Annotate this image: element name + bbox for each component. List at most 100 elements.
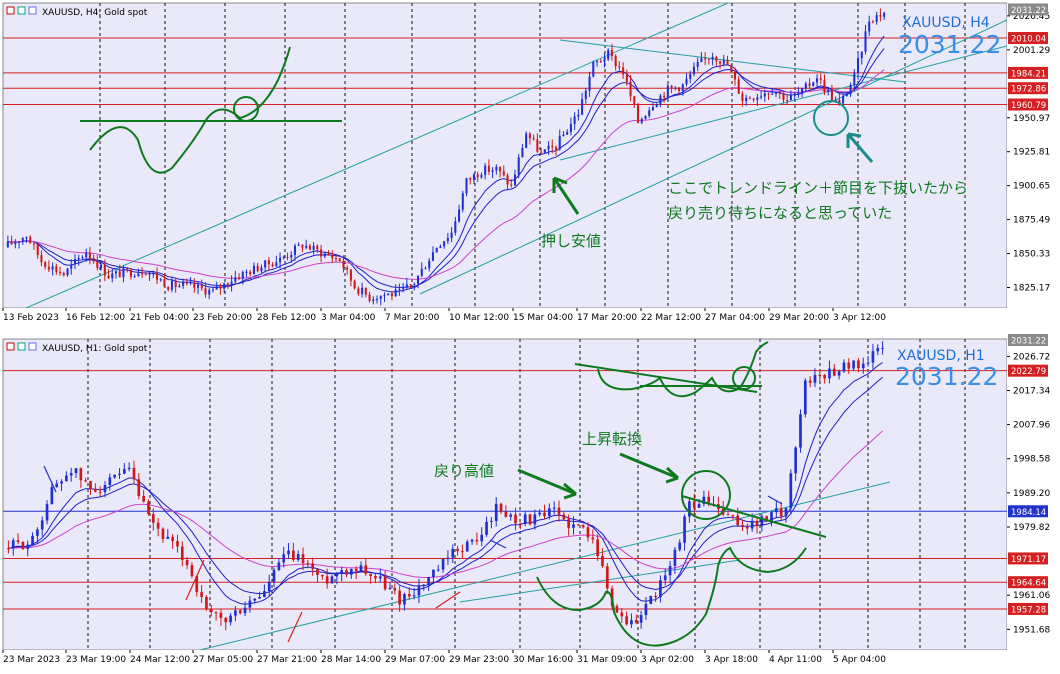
candle: [730, 64, 733, 73]
candle: [200, 279, 203, 291]
panel-h4-plot[interactable]: [2, 2, 1008, 309]
h1-time-axis[interactable]: 23 Mar 2023 23 Mar 19:00 24 Mar 12:00 27 Ma…: [0, 650, 1060, 666]
candle: [737, 75, 740, 95]
candle: [525, 131, 528, 149]
price-tick-label: 1900.65: [1013, 182, 1050, 192]
candle: [132, 460, 136, 485]
candle: [316, 244, 319, 253]
chart-icon[interactable]: [17, 6, 26, 15]
h1-candles: [7, 341, 884, 631]
price-tag[interactable]: 2010.04: [1008, 32, 1048, 45]
candle: [847, 358, 851, 374]
candle: [234, 605, 237, 622]
price-axis-bg[interactable]: [1007, 339, 1060, 650]
candle: [819, 73, 822, 85]
scale-icon[interactable]: [28, 342, 37, 351]
panel-h4[interactable]: XAUUSD, H4: Gold spot XAUUSD, H4 2031.22…: [0, 0, 1060, 324]
time-axis-bg[interactable]: [0, 308, 1060, 324]
price-tick-label: 1825.17: [1013, 284, 1050, 294]
candle: [866, 355, 870, 367]
time-tick-label: 3 Mar 04:00: [321, 313, 376, 323]
annotation-price-path[interactable]: [89, 46, 291, 174]
candle: [293, 243, 297, 261]
trendline[interactable]: [199, 481, 891, 650]
candle: [413, 282, 416, 291]
h4-note-line2: 戻り売り待ちになると思っていた: [668, 204, 892, 222]
price-tag[interactable]: 1971.17: [1008, 552, 1048, 565]
candle: [733, 67, 737, 86]
candle: [167, 286, 170, 292]
candle: [398, 586, 401, 612]
price-tag[interactable]: 2022.79: [1008, 364, 1048, 378]
candle: [74, 468, 78, 478]
candle: [678, 539, 682, 552]
candle: [789, 469, 793, 515]
trendline[interactable]: [419, 19, 1007, 295]
candle: [346, 265, 349, 275]
candle: [51, 262, 54, 276]
candle: [876, 344, 880, 356]
candle: [364, 557, 368, 577]
candle: [573, 112, 576, 131]
menu-icon[interactable]: [6, 6, 15, 15]
price-tag[interactable]: 1984.21: [1008, 66, 1048, 80]
arrow-icon: [517, 468, 577, 500]
price-axis-bg[interactable]: [1007, 3, 1060, 308]
candle: [741, 91, 744, 107]
candle: [441, 558, 445, 573]
candle: [26, 540, 30, 557]
candle: [864, 24, 867, 55]
time-tick-label: 31 Mar 09:00: [577, 655, 637, 665]
annotation-downtrend-line[interactable]: [681, 495, 827, 538]
candle: [267, 256, 270, 270]
candle: [692, 493, 696, 516]
annotation-neckline[interactable]: [574, 363, 758, 393]
time-axis-bg[interactable]: [0, 650, 1060, 666]
candle: [484, 163, 487, 180]
annotation-circle[interactable]: [233, 96, 259, 122]
candle: [306, 559, 310, 569]
arrow-icon: [489, 539, 507, 549]
h4-price-axis[interactable]: 2026.45 2001.29 1950.97 1925.81 1900.65 1875.…: [1007, 3, 1060, 308]
arrow-icon: [767, 495, 783, 505]
candle: [681, 83, 684, 96]
time-tick-label: 4 Apr 11:00: [769, 655, 822, 665]
price-tag[interactable]: 2031.22: [1008, 3, 1048, 16]
trendline[interactable]: [559, 39, 906, 83]
price-tag[interactable]: 1960.79: [1008, 98, 1048, 112]
panel-h1[interactable]: XAUUSD, H1: Gold spot XAUUSD, H1 2031.22…: [0, 334, 1060, 666]
price-tag[interactable]: 1972.86: [1008, 82, 1048, 95]
candle: [670, 84, 673, 94]
price-tag[interactable]: 1984.14: [1008, 505, 1048, 518]
h4-symbol-label: XAUUSD, H4: [902, 15, 990, 31]
annotation-circle[interactable]: [732, 366, 756, 390]
price-tag[interactable]: 1964.64: [1008, 576, 1048, 589]
trendline[interactable]: [3, 0, 735, 318]
candle: [45, 500, 49, 525]
candle: [40, 516, 44, 537]
h4-time-axis[interactable]: 13 Feb 2023 16 Feb 12:00 21 Feb 04:00 23 Fe…: [0, 308, 1060, 324]
panel-separator[interactable]: [0, 325, 1060, 335]
price-tick-label: 1961.06: [1013, 591, 1050, 601]
candle: [551, 139, 554, 154]
candle: [649, 595, 653, 605]
time-tick-label: 15 Mar 04:00: [513, 313, 573, 323]
svg-text:2031.22: 2031.22: [1011, 337, 1046, 347]
trendline[interactable]: [459, 559, 741, 603]
h1-price-axis[interactable]: 2026.72 2017.34 2007.96 1998.58 1989.20 1979.…: [1007, 334, 1060, 650]
annotation-head-shoulders[interactable]: [597, 341, 769, 398]
scale-icon[interactable]: [28, 6, 37, 15]
chart-icon[interactable]: [17, 342, 26, 351]
candle: [174, 277, 177, 293]
price-tag[interactable]: 2031.22: [1008, 334, 1048, 347]
candle: [883, 11, 886, 20]
candle: [327, 250, 330, 256]
annotation-inverse-hs[interactable]: [536, 546, 807, 647]
price-tag[interactable]: 1957.28: [1008, 602, 1048, 616]
annotation-circle[interactable]: [681, 470, 731, 520]
candle: [36, 527, 39, 543]
menu-icon[interactable]: [6, 342, 15, 351]
annotation-break-circle[interactable]: [813, 100, 849, 136]
candle: [209, 604, 213, 617]
candle: [47, 260, 50, 273]
